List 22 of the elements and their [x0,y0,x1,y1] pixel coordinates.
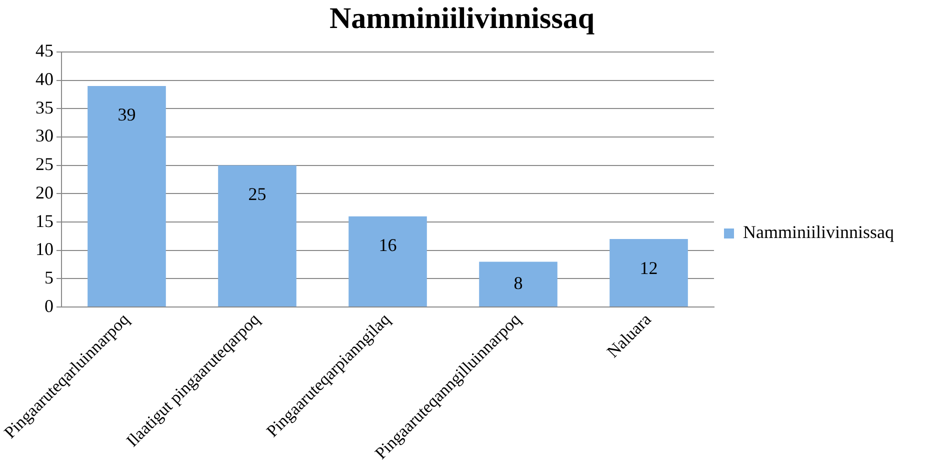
legend-label: Namminiilivinnissaq [743,222,894,242]
y-tick-label: 5 [44,267,54,288]
bar [479,262,558,307]
y-tick-label: 0 [44,296,54,316]
bar [348,216,427,307]
y-tick-label: 10 [35,239,54,260]
y-tick-label: 45 [35,40,54,61]
y-tick-label: 40 [35,69,54,90]
data-label: 16 [378,235,397,256]
y-tick-label: 25 [35,154,54,174]
y-tick-label: 35 [35,97,54,118]
y-tick-label: 30 [35,126,54,146]
chart-title: Namminiilivinnissaq [329,2,595,35]
data-label: 25 [248,184,266,204]
bar [218,165,296,307]
data-label: 8 [514,272,523,293]
bar [88,86,166,307]
data-label: 12 [640,258,658,278]
y-tick-label: 15 [35,210,54,231]
bar [610,239,688,307]
data-label: 39 [118,104,136,125]
y-tick-label: 20 [35,182,54,202]
